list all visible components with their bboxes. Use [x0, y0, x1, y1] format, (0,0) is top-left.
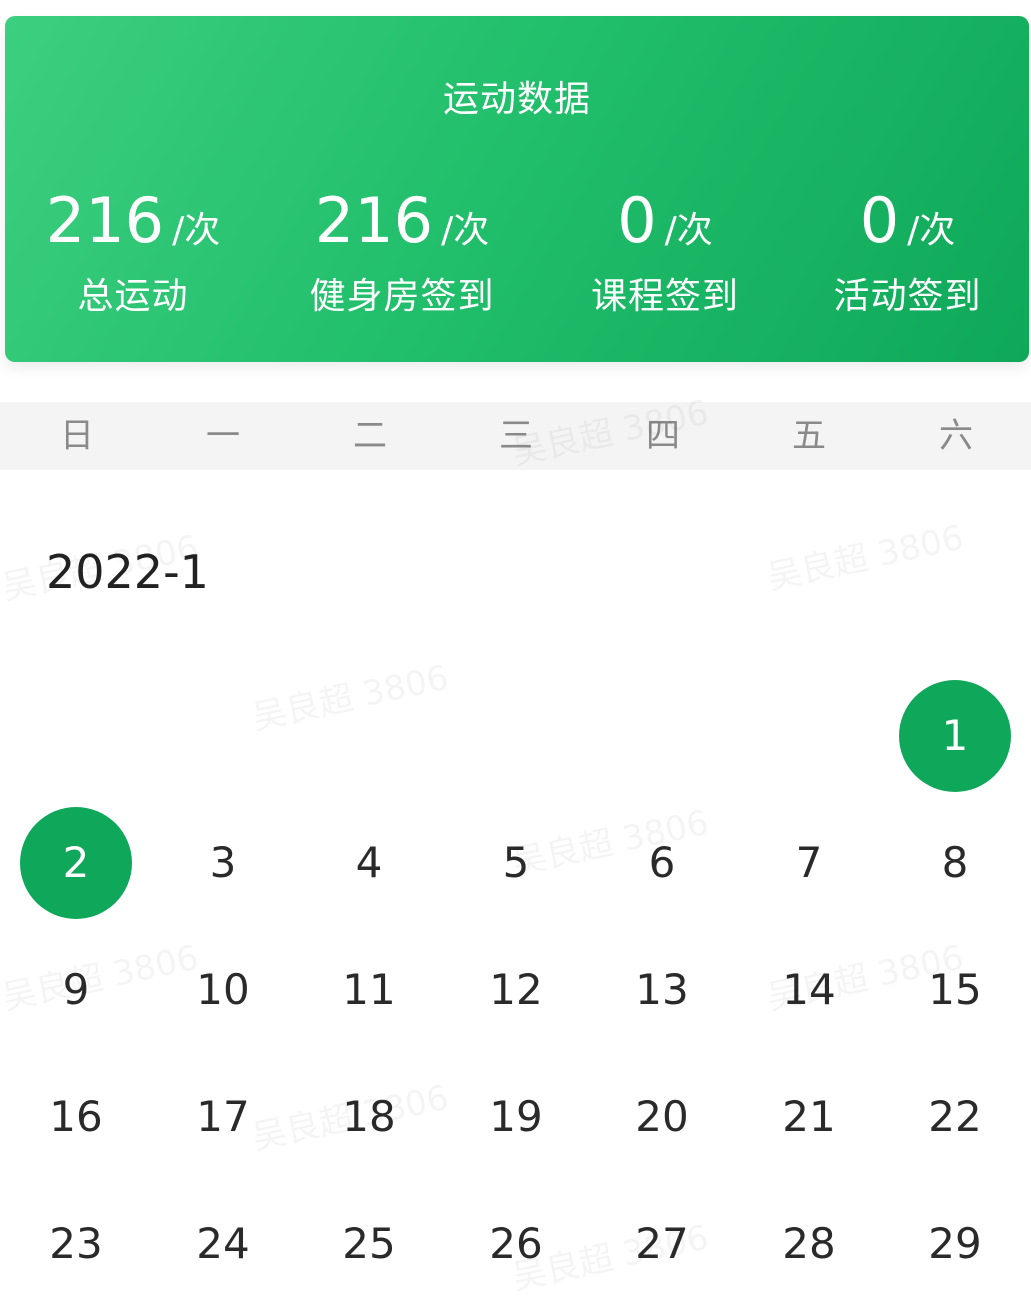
calendar-day-24[interactable]: 24 [196, 1219, 250, 1268]
calendar-day-23[interactable]: 23 [49, 1219, 103, 1268]
calendar-day-25[interactable]: 25 [342, 1219, 396, 1268]
stats-row: 216/次 总运动 216/次 健身房签到 0/次 课程签到 0/次 [5, 181, 1029, 331]
stat-value: 216 [45, 184, 165, 257]
calendar-day-27[interactable]: 27 [635, 1219, 689, 1268]
calendar-day-4[interactable]: 4 [355, 838, 383, 887]
stat-label: 健身房签到 [309, 276, 495, 317]
calendar-day-18[interactable]: 18 [342, 1092, 396, 1141]
weekday-wed: 三 [499, 416, 533, 456]
stat-total[interactable]: 216/次 总运动 [33, 181, 233, 319]
calendar-day-12[interactable]: 12 [489, 965, 543, 1014]
weekday-sun: 日 [60, 416, 94, 456]
weekday-header: 日 一 二 三 四 五 六 [0, 402, 1031, 470]
calendar-day-5[interactable]: 5 [502, 838, 530, 887]
stats-card: 运动数据 216/次 总运动 216/次 健身房签到 0/次 课程签到 [5, 16, 1029, 362]
watermark: 吴良超 3806 [247, 650, 452, 739]
calendar-day-17[interactable]: 17 [196, 1092, 250, 1141]
calendar-day-10[interactable]: 10 [196, 965, 250, 1014]
calendar-day-9[interactable]: 9 [62, 965, 90, 1014]
calendar-day-28[interactable]: 28 [782, 1219, 836, 1268]
calendar-day-19[interactable]: 19 [489, 1092, 543, 1141]
stat-gym-checkin[interactable]: 216/次 健身房签到 [287, 181, 517, 319]
stat-unit: /次 [172, 210, 221, 251]
calendar-day-7[interactable]: 7 [795, 838, 823, 887]
calendar-day-29[interactable]: 29 [928, 1219, 982, 1268]
stat-course-checkin[interactable]: 0/次 课程签到 [570, 181, 760, 319]
calendar-day-1[interactable]: 1 [899, 680, 1011, 792]
weekday-sat: 六 [939, 416, 973, 456]
stats-title: 运动数据 [442, 79, 591, 120]
calendar-day-15[interactable]: 15 [928, 965, 982, 1014]
calendar-day-16[interactable]: 16 [49, 1092, 103, 1141]
stat-activity-checkin[interactable]: 0/次 活动签到 [810, 181, 1005, 319]
stat-unit: /次 [664, 210, 713, 251]
weekday-tue: 二 [353, 416, 387, 456]
calendar-day-26[interactable]: 26 [489, 1219, 543, 1268]
calendar-day-6[interactable]: 6 [648, 838, 676, 887]
calendar-day-3[interactable]: 3 [209, 838, 237, 887]
calendar-day-13[interactable]: 13 [635, 965, 689, 1014]
weekday-mon: 一 [206, 416, 240, 456]
watermark: 吴良超 3806 [762, 510, 967, 599]
calendar-day-22[interactable]: 22 [928, 1092, 982, 1141]
stat-value: 0 [859, 184, 900, 257]
stat-label: 课程签到 [590, 276, 739, 317]
stat-value: 0 [617, 184, 657, 257]
stat-value: 216 [314, 184, 434, 257]
stat-label: 总运动 [77, 276, 189, 317]
calendar-day-11[interactable]: 11 [342, 965, 396, 1014]
calendar-day-21[interactable]: 21 [782, 1092, 836, 1141]
calendar-day-8[interactable]: 8 [941, 838, 969, 887]
stat-label: 活动签到 [833, 276, 982, 317]
weekday-fri: 五 [792, 416, 826, 456]
calendar-day-20[interactable]: 20 [635, 1092, 689, 1141]
month-label: 2022-1 [46, 545, 209, 599]
stat-unit: /次 [441, 210, 490, 251]
calendar-day-14[interactable]: 14 [782, 965, 836, 1014]
stat-unit: /次 [907, 210, 956, 251]
weekday-thu: 四 [646, 416, 680, 456]
calendar-day-2[interactable]: 2 [20, 807, 132, 919]
